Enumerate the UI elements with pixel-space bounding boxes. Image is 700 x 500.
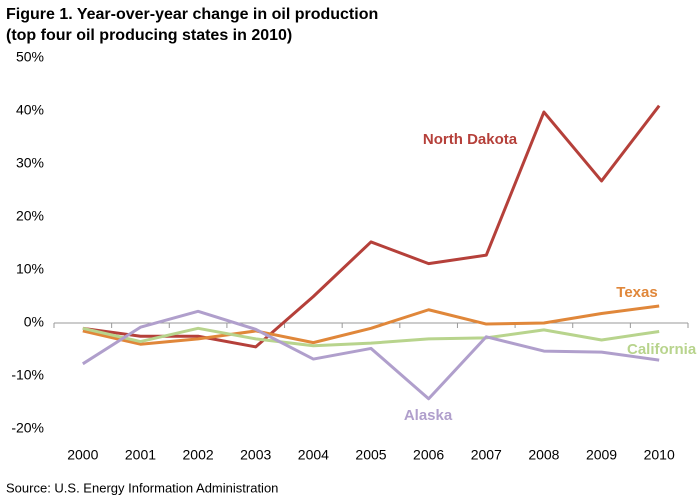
series-line bbox=[82, 309, 660, 401]
x-tick-label: 2001 bbox=[125, 447, 156, 463]
x-tick-label: 2008 bbox=[528, 447, 559, 463]
series-label: Texas bbox=[616, 284, 657, 301]
series-label: North Dakota bbox=[423, 131, 518, 148]
y-tick-label: 0% bbox=[24, 314, 44, 330]
series-line bbox=[82, 304, 660, 346]
y-tick-label: -20% bbox=[11, 420, 44, 436]
source-note: Source: U.S. Energy Information Administ… bbox=[6, 480, 278, 495]
x-tick-label: 2009 bbox=[586, 447, 617, 463]
chart-title: Figure 1. Year-over-year change in oil p… bbox=[6, 6, 378, 23]
y-tick-label: -10% bbox=[11, 367, 44, 383]
x-tick-label: 2000 bbox=[67, 447, 98, 463]
x-tick-label: 2010 bbox=[644, 447, 675, 463]
series-label: Alaska bbox=[404, 407, 453, 424]
x-tick-label: 2002 bbox=[183, 447, 214, 463]
series-line bbox=[82, 326, 660, 348]
x-tick-label: 2004 bbox=[298, 447, 329, 463]
x-tick-label: 2007 bbox=[471, 447, 502, 463]
y-tick-label: 50% bbox=[16, 49, 44, 65]
y-tick-label: 20% bbox=[16, 208, 44, 224]
series-label: California bbox=[627, 341, 697, 358]
x-tick-label: 2006 bbox=[413, 447, 444, 463]
x-tick-label: 2005 bbox=[355, 447, 386, 463]
y-tick-label: 10% bbox=[16, 261, 44, 277]
series-line bbox=[82, 104, 661, 349]
x-tick-label: 2003 bbox=[240, 447, 271, 463]
chart-subtitle: (top four oil producing states in 2010) bbox=[6, 27, 292, 44]
y-tick-label: 40% bbox=[16, 102, 44, 118]
y-tick-label: 30% bbox=[16, 155, 44, 171]
